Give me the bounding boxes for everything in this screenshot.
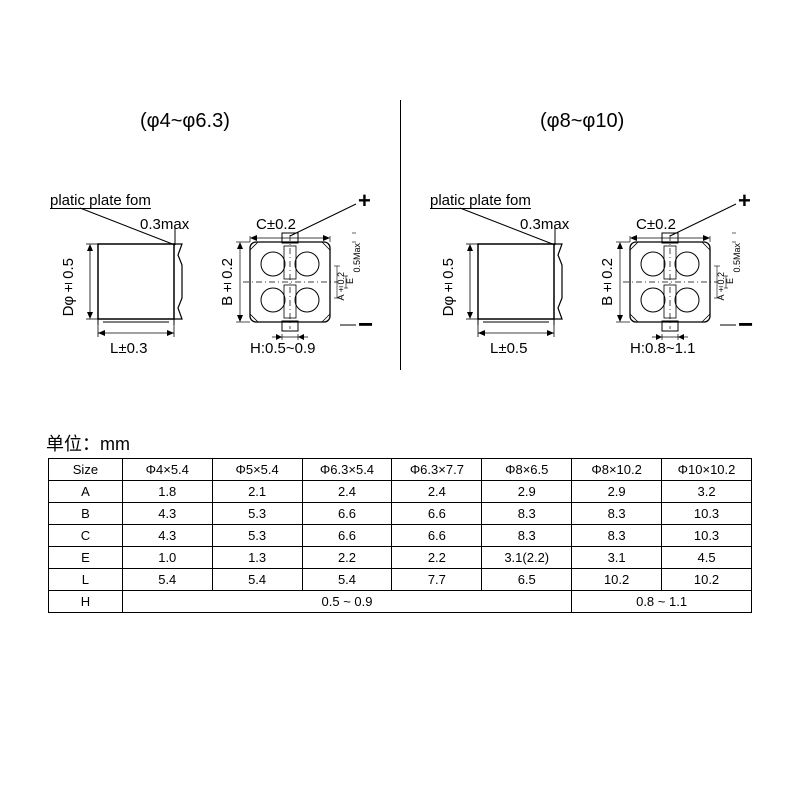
th-7: Φ10×10.2 bbox=[662, 459, 752, 481]
table-cell: 2.2 bbox=[392, 547, 482, 569]
sideview-left-svg bbox=[70, 205, 220, 355]
th-6: Φ8×10.2 bbox=[572, 459, 662, 481]
table-cell: 2.9 bbox=[482, 481, 572, 503]
vertical-divider bbox=[400, 100, 401, 370]
table-cell: 1.3 bbox=[212, 547, 302, 569]
table-cell: 5.3 bbox=[212, 503, 302, 525]
table-cell: 10.3 bbox=[662, 503, 752, 525]
A-right: A±0.2 bbox=[716, 272, 726, 301]
table-row: C4.35.36.66.68.38.310.3 bbox=[49, 525, 752, 547]
table-cell: 8.3 bbox=[482, 525, 572, 547]
table-cell: 6.6 bbox=[302, 525, 392, 547]
table-row: L5.45.45.47.76.510.210.2 bbox=[49, 569, 752, 591]
table-cell: 0.5 ~ 0.9 bbox=[122, 591, 571, 613]
table-body: A1.82.12.42.42.92.93.2B4.35.36.66.68.38.… bbox=[49, 481, 752, 613]
units-label: 单位：mm bbox=[46, 430, 130, 456]
title-left: (φ4~φ6.3) bbox=[140, 110, 230, 133]
th-size: Size bbox=[49, 459, 123, 481]
table-cell: E bbox=[49, 547, 123, 569]
table-cell: 1.0 bbox=[122, 547, 212, 569]
th-3: Φ6.3×5.4 bbox=[302, 459, 392, 481]
table-header-row: Size Φ4×5.4 Φ5×5.4 Φ6.3×5.4 Φ6.3×7.7 Φ8×… bbox=[49, 459, 752, 481]
table-cell: 8.3 bbox=[572, 503, 662, 525]
page: (φ4~φ6.3) (φ8~φ10) platic plate fom 0.3m… bbox=[0, 0, 800, 800]
th-2: Φ5×5.4 bbox=[212, 459, 302, 481]
table-cell: 3.2 bbox=[662, 481, 752, 503]
table-cell: 2.9 bbox=[572, 481, 662, 503]
table-cell: 4.3 bbox=[122, 503, 212, 525]
table-cell: 4.3 bbox=[122, 525, 212, 547]
table-cell: 3.1 bbox=[572, 547, 662, 569]
table-cell: C bbox=[49, 525, 123, 547]
table-cell: 10.2 bbox=[572, 569, 662, 591]
th-1: Φ4×5.4 bbox=[122, 459, 212, 481]
table-row: A1.82.12.42.42.92.93.2 bbox=[49, 481, 752, 503]
table-cell: 6.5 bbox=[482, 569, 572, 591]
sideview-right-svg bbox=[450, 205, 600, 355]
table-cell: B bbox=[49, 503, 123, 525]
table-row-h: H0.5 ~ 0.90.8 ~ 1.1 bbox=[49, 591, 752, 613]
table-cell: 5.4 bbox=[212, 569, 302, 591]
table-cell: A bbox=[49, 481, 123, 503]
dimensions-table: Size Φ4×5.4 Φ5×5.4 Φ6.3×5.4 Φ6.3×7.7 Φ8×… bbox=[48, 458, 752, 613]
table-cell: 5.4 bbox=[302, 569, 392, 591]
table-cell: L bbox=[49, 569, 123, 591]
table-cell: 2.1 bbox=[212, 481, 302, 503]
table-cell: 2.2 bbox=[302, 547, 392, 569]
table-cell: 8.3 bbox=[482, 503, 572, 525]
title-right: (φ8~φ10) bbox=[540, 110, 624, 133]
table-cell: 10.3 bbox=[662, 525, 752, 547]
table-cell: 2.4 bbox=[392, 481, 482, 503]
table-cell: 2.4 bbox=[302, 481, 392, 503]
E-right: E bbox=[725, 278, 735, 284]
table-cell: 5.4 bbox=[122, 569, 212, 591]
table-cell: H bbox=[49, 591, 123, 613]
table-cell: 8.3 bbox=[572, 525, 662, 547]
table-cell: 6.6 bbox=[392, 503, 482, 525]
E-left: E bbox=[345, 278, 355, 284]
table-cell: 1.8 bbox=[122, 481, 212, 503]
table-cell: 6.6 bbox=[302, 503, 392, 525]
table-cell: 3.1(2.2) bbox=[482, 547, 572, 569]
half-left: 0.5Max bbox=[352, 243, 362, 273]
table-row: B4.35.36.66.68.38.310.3 bbox=[49, 503, 752, 525]
table-cell: 0.8 ~ 1.1 bbox=[572, 591, 752, 613]
table-cell: 6.6 bbox=[392, 525, 482, 547]
topview-right-svg bbox=[608, 200, 768, 360]
A-left: A±0.2 bbox=[336, 272, 346, 301]
table-cell: 4.5 bbox=[662, 547, 752, 569]
th-5: Φ8×6.5 bbox=[482, 459, 572, 481]
table-cell: 10.2 bbox=[662, 569, 752, 591]
table-row: E1.01.32.22.23.1(2.2)3.14.5 bbox=[49, 547, 752, 569]
topview-left-svg bbox=[228, 200, 388, 360]
half-right: 0.5Max bbox=[732, 243, 742, 273]
table-cell: 7.7 bbox=[392, 569, 482, 591]
th-4: Φ6.3×7.7 bbox=[392, 459, 482, 481]
table-cell: 5.3 bbox=[212, 525, 302, 547]
diagrams-area: (φ4~φ6.3) (φ8~φ10) platic plate fom 0.3m… bbox=[0, 100, 800, 420]
